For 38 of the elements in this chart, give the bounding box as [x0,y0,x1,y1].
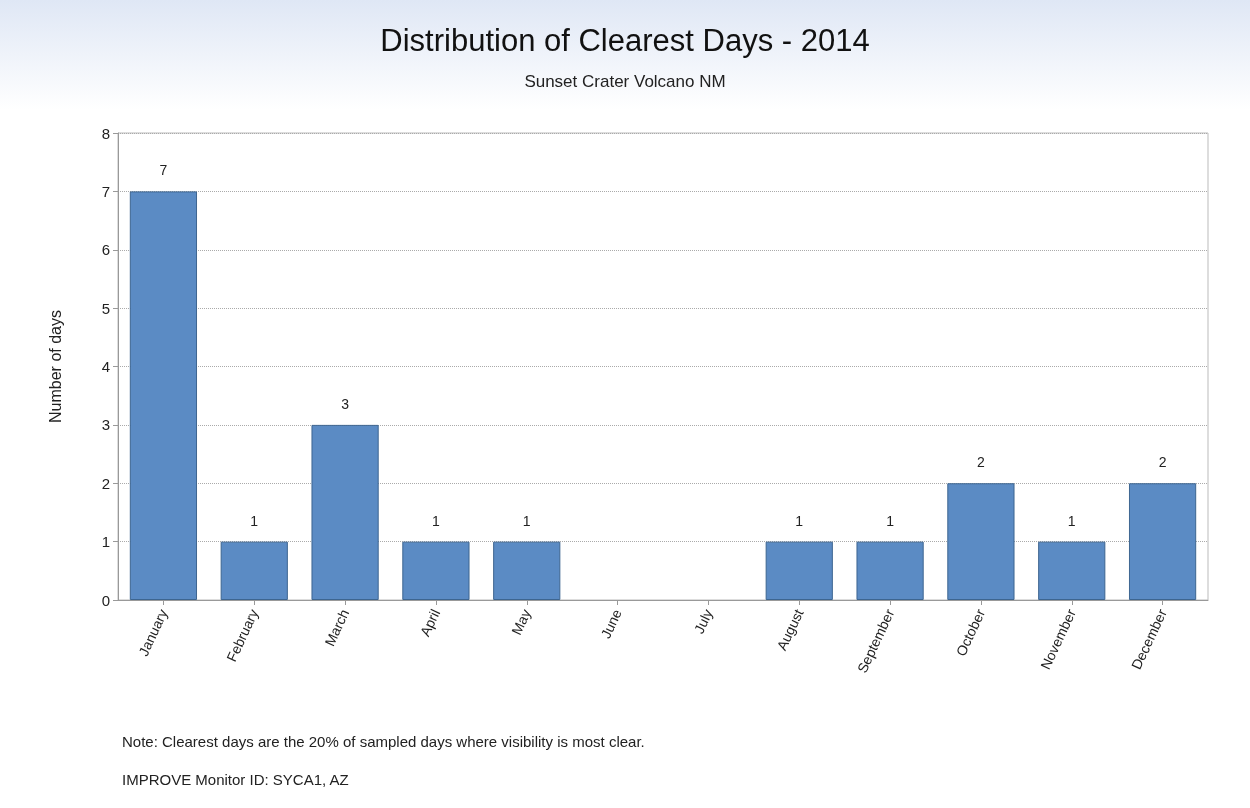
bar [1128,483,1197,600]
y-tick-label: 3 [101,416,110,434]
text: IMPROVE Monitor ID: SYCA1, AZ [122,771,349,788]
bar [493,541,561,600]
chart-subtitle: Sunset Crater Volcano NM [524,72,726,91]
x-tick-label: April [416,606,444,639]
y-tick-label: 6 [101,241,110,259]
data-label: 1 [1067,512,1076,529]
data-label: 2 [1158,454,1167,471]
x-tick-label: May [508,606,534,638]
data-label: 1 [432,512,441,529]
y-tick-label: 4 [101,358,110,375]
y-tick-label: 8 [101,124,110,142]
y-tick-label: 0 [101,591,110,609]
y-tick-label: 1 [101,533,110,551]
text: Note: Clearest days are the 20% of sampled days where visibility is most clear. [122,733,645,750]
y-axis-title: Number of days [46,310,64,423]
chart-title: Distribution of Clearest Days - 2014 [380,23,870,58]
y-tick-label: 5 [101,299,110,317]
y-tick-label: 2 [101,474,110,492]
bar [947,483,1015,600]
data-label: 1 [522,512,531,529]
bar [129,191,198,600]
x-tick-label: June [597,606,625,641]
data-label: 3 [341,395,350,412]
bar [311,424,379,600]
data-label: 1 [886,512,895,529]
bar [765,541,833,600]
data-label: 1 [795,512,804,529]
x-tick-label: July [690,606,716,636]
bar [220,541,288,600]
bar [856,541,924,600]
bar [402,541,470,600]
y-tick-label: 7 [101,182,110,200]
bar [1038,541,1106,600]
data-label: 2 [977,454,986,471]
data-label: 1 [250,512,259,529]
data-label: 7 [159,162,168,179]
